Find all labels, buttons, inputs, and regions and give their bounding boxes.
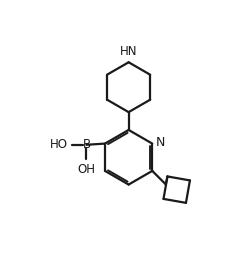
Text: HO: HO	[50, 138, 68, 151]
Text: HN: HN	[120, 45, 137, 58]
Text: OH: OH	[78, 163, 95, 176]
Text: N: N	[155, 136, 165, 149]
Text: B: B	[82, 138, 90, 151]
